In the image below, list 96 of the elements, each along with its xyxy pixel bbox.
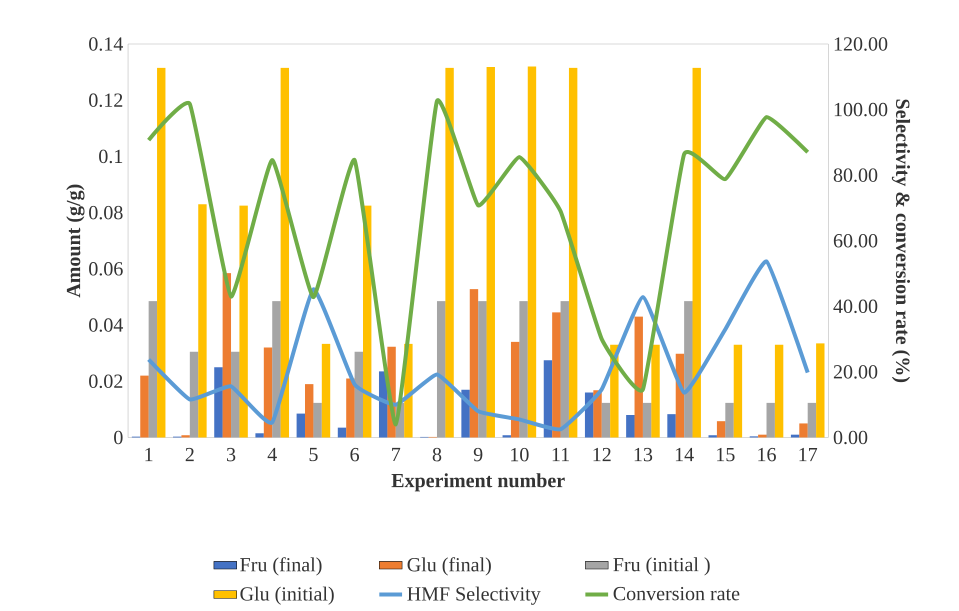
bar — [758, 434, 767, 438]
x-tick-label: 5 — [310, 448, 318, 462]
x-tick-label: 12 — [594, 448, 611, 462]
bar — [502, 435, 511, 438]
bar — [651, 344, 660, 438]
bar — [528, 66, 536, 438]
bar — [140, 376, 149, 438]
bar — [181, 435, 190, 438]
x-tick-label: 6 — [350, 448, 360, 462]
bar — [799, 423, 808, 438]
line-series — [146, 259, 810, 432]
bar — [214, 367, 223, 438]
y-tick-label: 0.02 — [89, 374, 122, 388]
bar — [346, 378, 355, 438]
bar — [519, 301, 528, 438]
y2-axis-title: Selectivity & conversion rate (%) — [892, 100, 910, 382]
bar — [684, 301, 693, 438]
bar — [478, 301, 487, 438]
x-tick-label: 16 — [758, 448, 776, 462]
x-tick-label: 8 — [432, 448, 442, 462]
legend-label: Glu (final) — [408, 557, 491, 576]
x-tick-label: 10 — [511, 448, 529, 462]
bar — [436, 301, 446, 438]
bar — [470, 289, 478, 438]
bar — [231, 352, 240, 438]
bar — [198, 204, 207, 438]
y-tick-label: 0.14 — [89, 37, 124, 51]
bar — [716, 421, 726, 438]
x-tick-label: 2 — [186, 448, 194, 462]
legend-label: Fru (initial ) — [613, 557, 710, 576]
bar — [808, 402, 816, 438]
y-tick-label: 0.1 — [99, 150, 122, 164]
x-tick-label: 9 — [474, 448, 482, 462]
bar — [544, 360, 552, 438]
y2-tick-label: 40.00 — [833, 300, 878, 314]
bar — [634, 316, 643, 438]
y-tick-label: 0.12 — [89, 93, 122, 108]
bar — [626, 415, 635, 438]
bar — [734, 344, 742, 438]
bar — [445, 68, 454, 438]
bar — [510, 342, 520, 438]
line-series — [146, 99, 810, 426]
x-tick-label: 11 — [552, 448, 569, 462]
y-tick-label: 0.06 — [89, 262, 123, 276]
bar — [313, 402, 322, 438]
bar — [642, 402, 652, 438]
y-axis-title: Amount (g/g) — [66, 184, 84, 298]
bar — [280, 68, 290, 438]
bar — [264, 348, 272, 438]
bar — [222, 273, 232, 438]
bar — [486, 67, 495, 438]
bar — [552, 312, 561, 438]
bar — [790, 434, 800, 438]
x-axis-title: Experiment number — [392, 473, 565, 492]
y2-tick-label: 20.00 — [834, 365, 878, 379]
bar — [255, 433, 264, 438]
legend-label: Fru (final) — [240, 557, 322, 576]
bar — [148, 301, 158, 438]
x-tick-label: 14 — [676, 448, 694, 462]
y-tick-label: 0.08 — [89, 206, 123, 220]
bar — [239, 206, 248, 438]
y2-tick-label: 80.00 — [834, 168, 878, 182]
bar — [157, 68, 166, 438]
bar — [305, 384, 314, 438]
bar — [296, 414, 306, 438]
x-tick-label: 17 — [799, 448, 818, 462]
bar — [338, 428, 346, 438]
y2-tick-label: 60.00 — [834, 234, 878, 248]
legend-label: Glu (initial) — [240, 586, 334, 605]
legend-label: HMF Selectivity — [407, 586, 541, 605]
y-tick-label: 0 — [114, 430, 123, 444]
bar — [602, 402, 610, 438]
bar — [774, 344, 784, 438]
bar — [766, 402, 775, 438]
bar — [568, 68, 578, 438]
bar — [708, 435, 717, 438]
x-tick-label: 7 — [392, 448, 400, 462]
bar — [354, 352, 363, 438]
x-tick-label: 1 — [145, 448, 152, 462]
bar — [816, 343, 825, 438]
x-tick-label: 4 — [268, 448, 277, 462]
bar — [272, 301, 281, 438]
y-tick-label: 0.04 — [89, 318, 124, 332]
y2-tick-label: 100.00 — [834, 102, 888, 116]
bar — [725, 402, 734, 438]
x-tick-label: 3 — [226, 448, 236, 462]
y2-tick-label: 120.00 — [834, 37, 888, 51]
x-tick-label: 15 — [717, 448, 735, 462]
x-tick-label: 13 — [634, 448, 652, 462]
bar — [667, 414, 676, 438]
legend-label: Conversion rate — [614, 587, 740, 600]
bar — [692, 68, 701, 438]
bar — [190, 352, 198, 438]
y2-tick-label: 0.00 — [834, 430, 868, 444]
bar — [322, 344, 330, 438]
bar — [560, 301, 569, 438]
